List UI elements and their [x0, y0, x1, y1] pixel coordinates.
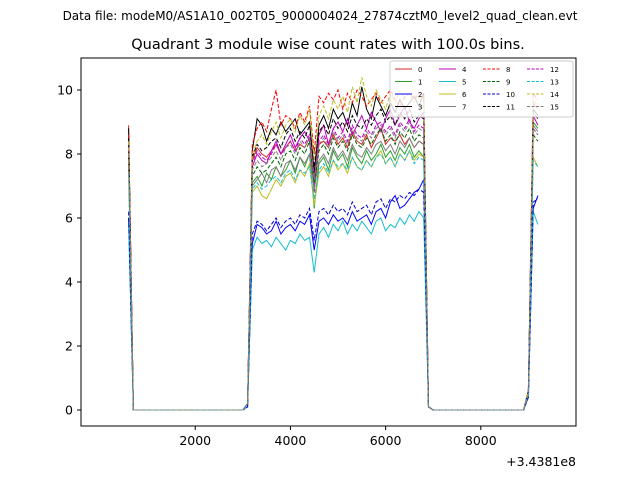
plot-area: [128, 77, 539, 411]
series-line-9: [128, 127, 539, 411]
figure-suptitle: Data file: modeM0/AS1A10_002T05_90000040…: [63, 9, 578, 23]
y-tick-label: 10: [57, 83, 73, 98]
axes-frame: [80, 57, 577, 427]
legend-label-3: 3: [418, 104, 422, 112]
x-tick-label: 8000: [465, 433, 497, 448]
series-line-11: [128, 107, 539, 411]
legend-label-9: 9: [506, 79, 510, 87]
legend-label-14: 14: [550, 91, 559, 99]
y-axis: 0 2 4 6 8 10: [57, 83, 81, 418]
series-line-7: [128, 123, 539, 411]
y-tick-label: 8: [65, 147, 73, 162]
legend-label-1: 1: [418, 79, 422, 87]
series-line-2: [128, 179, 539, 411]
legend-label-11: 11: [506, 104, 515, 112]
x-tick-label: 2000: [179, 433, 211, 448]
series-line-10: [128, 188, 539, 411]
legend-label-2: 2: [418, 91, 422, 99]
legend-label-8: 8: [506, 66, 510, 74]
series-line-13: [128, 149, 539, 411]
legend-label-4: 4: [462, 66, 467, 74]
y-tick-label: 6: [65, 211, 73, 226]
series-line-14: [128, 77, 539, 411]
series-line-5: [128, 210, 539, 411]
x-tick-label: 4000: [275, 433, 307, 448]
x-tick-label: 6000: [370, 433, 402, 448]
legend-box: [389, 60, 574, 118]
y-tick-label: 4: [65, 275, 73, 290]
legend-label-5: 5: [462, 79, 466, 87]
x-axis: 2000 4000 6000 8000: [179, 426, 497, 448]
legend-label-13: 13: [550, 79, 559, 87]
legend-label-6: 6: [462, 91, 467, 99]
legend-label-0: 0: [418, 66, 422, 74]
series-line-6: [128, 149, 539, 411]
y-tick-label: 2: [65, 339, 73, 354]
y-tick-label: 0: [65, 403, 73, 418]
legend-label-10: 10: [506, 91, 515, 99]
legend-label-12: 12: [550, 66, 559, 74]
legend-label-7: 7: [462, 104, 466, 112]
x-offset-label: +3.4381e8: [506, 454, 576, 469]
series-line-1: [128, 120, 539, 411]
legend-label-15: 15: [550, 104, 559, 112]
chart-title: Quadrant 3 module wise count rates with …: [131, 37, 525, 53]
series-line-12: [128, 117, 539, 411]
series-line-15: [128, 120, 539, 411]
